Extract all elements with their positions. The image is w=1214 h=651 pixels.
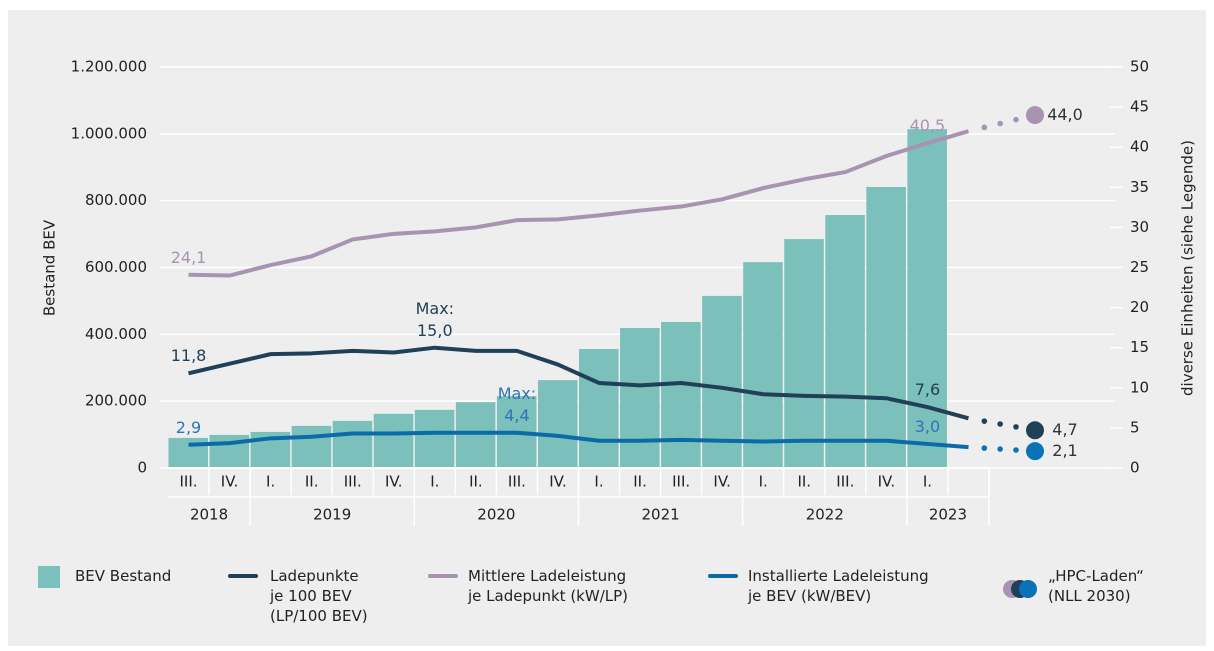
year-label: 2021 [642, 506, 680, 524]
bar [866, 187, 906, 468]
legend-swatch [1019, 580, 1037, 598]
y-tick-label: 200.000 [85, 392, 147, 410]
bar [661, 322, 701, 468]
x-tick-label: II. [633, 473, 647, 491]
legend-label: „HPC-Laden“ (NLL 2030) [1048, 566, 1144, 606]
y2-axis-label: diverse Einheiten (siehe Legende) [1179, 140, 1197, 396]
bar [579, 349, 619, 468]
y-tick-label: 0 [137, 459, 147, 477]
projection-dot [997, 421, 1003, 427]
y2-tick-label: 25 [1130, 258, 1149, 276]
value-label: 24,1 [171, 247, 207, 269]
bar [415, 410, 455, 468]
value-label: 11,8 [171, 345, 207, 367]
bar [456, 402, 496, 468]
projection-dot [982, 445, 988, 451]
y-axis-label: Bestand BEV [41, 219, 59, 316]
bar [333, 421, 373, 468]
x-tick-label: I. [266, 473, 275, 491]
y2-tick-label: 30 [1130, 218, 1149, 236]
x-tick-label: IV. [385, 473, 403, 491]
x-tick-label: III. [508, 473, 526, 491]
y2-tick-label: 15 [1130, 338, 1149, 356]
y-tick-label: 400.000 [85, 325, 147, 343]
x-tick-label: IV. [221, 473, 239, 491]
y-tick-label: 600.000 [85, 258, 147, 276]
x-tick-label: II. [469, 473, 483, 491]
projection-dot [1013, 447, 1019, 453]
bar [292, 426, 332, 468]
x-tick-label: I. [759, 473, 768, 491]
y-tick-label: 1.000.000 [71, 124, 147, 142]
target-point [1026, 442, 1044, 460]
year-label: 2018 [190, 506, 228, 524]
bar [743, 262, 783, 468]
year-label: 2019 [313, 506, 351, 524]
y2-tick-label: 35 [1130, 178, 1149, 196]
y2-tick-label: 45 [1130, 98, 1149, 116]
target-label: 2,1 [1052, 440, 1077, 462]
y-tick-label: 1.200.000 [71, 58, 147, 76]
target-point [1026, 106, 1044, 124]
y2-tick-label: 50 [1130, 58, 1149, 76]
year-label: 2022 [806, 506, 844, 524]
projection-dot [982, 418, 988, 424]
x-tick-label: IV. [713, 473, 731, 491]
chart: Bestand BEV diverse Einheiten (siehe Leg… [0, 0, 1214, 651]
value-label: Max: 4,4 [498, 383, 536, 427]
projection-dot [982, 125, 988, 131]
projection-dot [1013, 117, 1019, 123]
x-tick-label: II. [305, 473, 319, 491]
value-label: Max: 15,0 [416, 298, 454, 342]
bar [538, 380, 578, 468]
value-label: 2,9 [176, 417, 201, 439]
x-tick-label: IV. [549, 473, 567, 491]
x-tick-label: IV. [878, 473, 896, 491]
value-label: 3,0 [915, 416, 940, 438]
legend-label: Ladepunkte je 100 BEV (LP/100 BEV) [270, 566, 368, 626]
target-point [1026, 421, 1044, 439]
y-tick-label: 800.000 [85, 191, 147, 209]
legend-label: Installierte Ladeleistung je BEV (kW/BEV… [748, 566, 929, 606]
value-label: 40,5 [910, 115, 946, 137]
bar [825, 215, 865, 468]
target-label: 44,0 [1047, 104, 1083, 126]
y2-tick-label: 40 [1130, 138, 1149, 156]
x-tick-label: III. [836, 473, 854, 491]
value-label: 7,6 [915, 379, 940, 401]
projection-dot [997, 121, 1003, 127]
page: Bestand BEV diverse Einheiten (siehe Leg… [0, 0, 1214, 651]
x-tick-label: I. [594, 473, 603, 491]
projection-dot [1013, 424, 1019, 430]
x-tick-label: III. [672, 473, 690, 491]
year-label: 2023 [929, 506, 967, 524]
y2-tick-label: 0 [1130, 459, 1140, 477]
x-tick-label: I. [923, 473, 932, 491]
bar [374, 414, 414, 468]
x-tick-label: III. [180, 473, 198, 491]
projection-dot [997, 446, 1003, 452]
legend-label: BEV Bestand [75, 566, 171, 586]
x-tick-label: II. [797, 473, 811, 491]
target-label: 4,7 [1052, 419, 1077, 441]
y2-tick-label: 5 [1130, 418, 1140, 436]
bar [620, 328, 660, 468]
x-tick-label: I. [430, 473, 439, 491]
year-label: 2020 [477, 506, 515, 524]
y2-tick-label: 10 [1130, 378, 1149, 396]
y2-tick-label: 20 [1130, 298, 1149, 316]
legend-label: Mittlere Ladeleistung je Ladepunkt (kW/L… [468, 566, 628, 606]
legend-swatch [38, 566, 60, 588]
bar [784, 239, 824, 468]
x-tick-label: III. [344, 473, 362, 491]
